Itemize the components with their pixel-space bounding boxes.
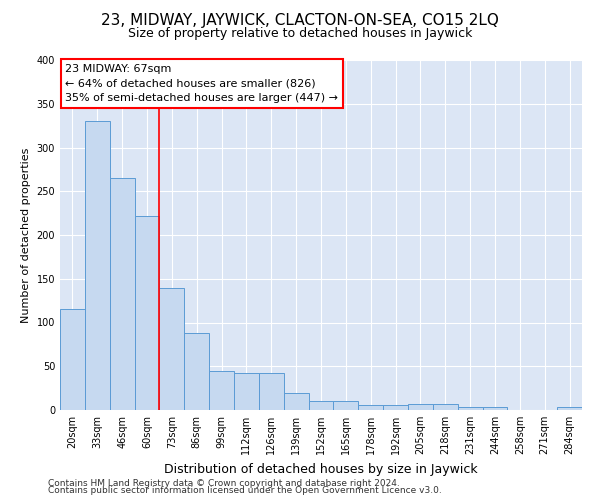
Bar (134, 216, 160, 410)
Bar (308, 401, 334, 410)
Bar (408, 404, 433, 410)
Bar (334, 401, 358, 410)
Text: 23 MIDWAY: 67sqm
← 64% of detached houses are smaller (826)
35% of semi-detached: 23 MIDWAY: 67sqm ← 64% of detached house… (65, 64, 338, 103)
Bar (110, 178, 134, 410)
X-axis label: Distribution of detached houses by size in Jaywick: Distribution of detached houses by size … (164, 462, 478, 475)
Bar (458, 406, 482, 410)
Bar (557, 406, 582, 410)
Bar (259, 373, 284, 410)
Bar (209, 370, 234, 410)
Bar (433, 404, 458, 410)
Bar (184, 333, 209, 410)
Bar (60, 310, 85, 410)
Bar (284, 394, 308, 410)
Text: 23, MIDWAY, JAYWICK, CLACTON-ON-SEA, CO15 2LQ: 23, MIDWAY, JAYWICK, CLACTON-ON-SEA, CO1… (101, 12, 499, 28)
Text: Size of property relative to detached houses in Jaywick: Size of property relative to detached ho… (128, 28, 472, 40)
Bar (482, 406, 508, 410)
Bar (234, 373, 259, 410)
Y-axis label: Number of detached properties: Number of detached properties (21, 148, 31, 322)
Text: Contains HM Land Registry data © Crown copyright and database right 2024.: Contains HM Land Registry data © Crown c… (48, 478, 400, 488)
Bar (160, 288, 184, 410)
Bar (85, 122, 110, 410)
Text: Contains public sector information licensed under the Open Government Licence v3: Contains public sector information licen… (48, 486, 442, 495)
Bar (383, 405, 408, 410)
Bar (358, 405, 383, 410)
